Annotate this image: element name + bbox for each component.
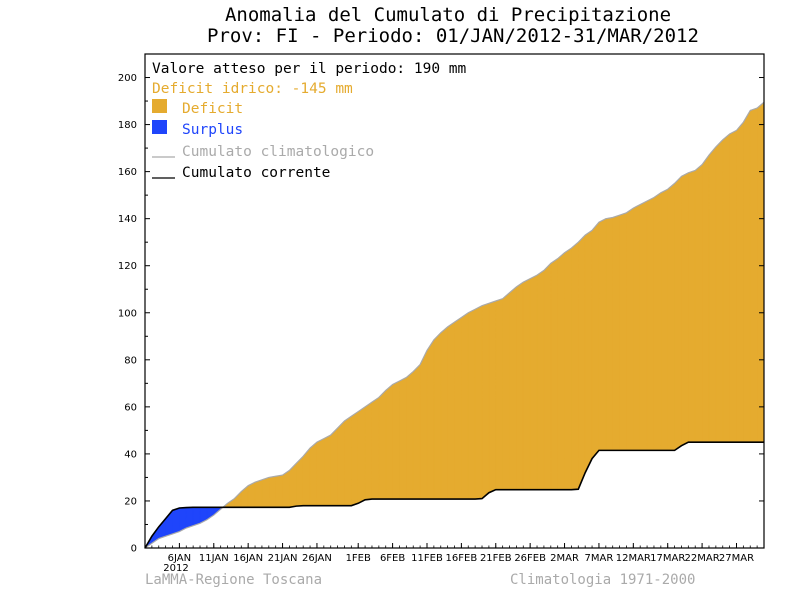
y-tick-label-20: 20: [124, 496, 137, 507]
legend-deficit-value: Deficit idrico: -145 mm: [152, 81, 353, 97]
x-tick-label-2MAR: 2MAR: [550, 553, 579, 564]
x-axis: 6JAN 11JAN 16JAN 21JAN 26JAN 1FEB 6FEB 11FEB 16F…: [151, 543, 758, 564]
chart-subtitle: Prov: FI - Periodo: 01/JAN/2012-31/MAR/2…: [207, 25, 699, 47]
surplus-area: [144, 506, 224, 549]
x-tick-label-26FEB: 26FEB: [514, 553, 546, 564]
deficit-area: [222, 101, 765, 508]
y-axis: 0 20 40 60 80 100 120 140 160 180 200: [118, 73, 764, 555]
x-tick-label-12MAR: 12MAR: [616, 553, 651, 564]
x-tick-label-21FEB: 21FEB: [480, 553, 512, 564]
legend-surplus-label: Surplus: [182, 122, 243, 138]
legend-expected-value: Valore atteso per il periodo: 190 mm: [152, 61, 467, 77]
y-tick-label-0: 0: [131, 544, 137, 555]
y-tick-label-180: 180: [118, 120, 137, 131]
x-tick-label-11JAN: 11JAN: [199, 553, 229, 564]
legend-deficit-swatch: [152, 99, 167, 113]
y-tick-label-60: 60: [124, 402, 137, 413]
x-tick-label-22MAR: 22MAR: [685, 553, 720, 564]
legend: Valore atteso per il periodo: 190 mm Def…: [152, 61, 467, 181]
chart-title: Anomalia del Cumulato di Precipitazione: [225, 4, 671, 26]
footer-climatology: Climatologia 1971-2000: [510, 572, 695, 588]
y-tick-label-120: 120: [118, 261, 137, 272]
x-tick-label-17MAR: 17MAR: [650, 553, 685, 564]
legend-climatological-label: Cumulato climatologico: [182, 144, 374, 160]
x-tick-label-26JAN: 26JAN: [302, 553, 332, 564]
x-tick-label-7MAR: 7MAR: [585, 553, 614, 564]
x-year-label: 2012: [163, 563, 188, 574]
x-tick-label-21JAN: 21JAN: [268, 553, 298, 564]
x-tick-label-6JAN: 6JAN: [168, 553, 191, 564]
current-line: [144, 441, 764, 549]
plot-lines: [144, 101, 765, 549]
footer-source: LaMMA-Regione Toscana: [145, 572, 322, 588]
x-tick-label-16JAN: 16JAN: [233, 553, 263, 564]
y-tick-label-160: 160: [118, 167, 137, 178]
y-tick-label-140: 140: [118, 214, 137, 225]
y-tick-label-200: 200: [118, 73, 137, 84]
y-tick-label-80: 80: [124, 355, 137, 366]
x-tick-label-27MAR: 27MAR: [719, 553, 754, 564]
x-tick-label-1FEB: 1FEB: [346, 553, 371, 564]
legend-deficit-label: Deficit: [182, 101, 243, 117]
x-tick-label-16FEB: 16FEB: [446, 553, 478, 564]
legend-current-label: Cumulato corrente: [182, 165, 330, 181]
legend-surplus-swatch: [152, 120, 167, 134]
climatological-line: [144, 101, 765, 549]
x-tick-label-11FEB: 11FEB: [411, 553, 443, 564]
x-tick-label-6FEB: 6FEB: [380, 553, 405, 564]
y-tick-label-100: 100: [118, 308, 137, 319]
y-tick-label-40: 40: [124, 449, 137, 460]
